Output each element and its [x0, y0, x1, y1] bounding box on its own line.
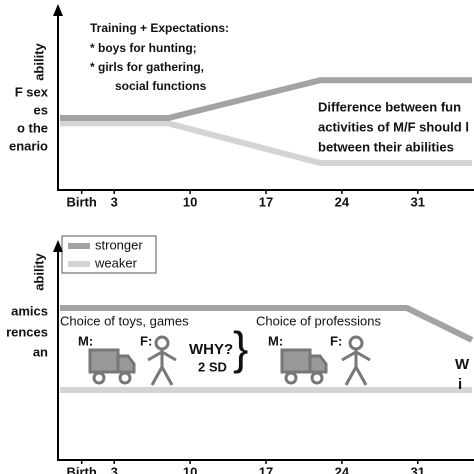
x-tick-label: Birth — [67, 194, 97, 209]
annotation: * girls for gathering, — [90, 60, 204, 74]
side-text: amics — [11, 303, 48, 318]
x-tick-label: 31 — [411, 194, 425, 209]
x-tick-label: 24 — [335, 194, 350, 209]
x-tick-label: 31 — [411, 464, 425, 474]
side-text: es — [34, 102, 48, 117]
side-text: F sex — [15, 84, 49, 99]
annotation: social functions — [115, 79, 207, 93]
x-tick-label: Birth — [67, 464, 97, 474]
annotation: activities of M/F should l — [318, 119, 469, 134]
x-tick-label: 24 — [335, 464, 350, 474]
legend-label: stronger — [95, 237, 143, 252]
annotation: * boys for hunting; — [90, 41, 197, 55]
side-text: an — [33, 344, 48, 359]
annotation: i — [458, 376, 462, 393]
annotation: between their abilities — [318, 139, 454, 154]
x-tick-label: 10 — [183, 464, 197, 474]
side-text: o the — [17, 120, 48, 135]
axes — [57, 14, 474, 191]
series-line — [60, 77, 472, 121]
legend-label: weaker — [94, 255, 138, 270]
y-axis-label: ability — [31, 252, 46, 290]
series-line — [60, 305, 474, 343]
annotation: Difference between fun — [318, 99, 461, 114]
side-text: enario — [9, 138, 48, 153]
annotation: M: — [78, 333, 93, 348]
series-line — [60, 120, 472, 166]
truck-icon — [280, 348, 328, 385]
x-tick-label: 17 — [259, 194, 273, 209]
axis-arrow — [53, 4, 63, 16]
truck-icon — [88, 348, 136, 385]
side-text: rences — [6, 324, 48, 339]
annotation: Choice of professions — [256, 313, 382, 328]
annotation: M: — [268, 333, 283, 348]
x-tick-label: 17 — [259, 464, 273, 474]
annotation: F: — [330, 333, 342, 348]
annotation: W — [455, 356, 470, 373]
annotation: 2 SD — [198, 359, 227, 374]
x-tick-label: 3 — [111, 194, 118, 209]
y-axis-label: ability — [31, 42, 46, 80]
axis-arrow — [53, 240, 63, 252]
brace: } — [233, 322, 248, 374]
annotation: WHY? — [189, 341, 233, 358]
figure-icon — [147, 335, 177, 386]
x-tick-label: 10 — [183, 194, 197, 209]
figure-icon — [341, 335, 371, 386]
annotation: F: — [140, 333, 152, 348]
x-tick-label: 3 — [111, 464, 118, 474]
annotation: Choice of toys, games — [60, 313, 189, 328]
annotation: Training + Expectations: — [90, 21, 229, 35]
axes — [57, 250, 474, 461]
